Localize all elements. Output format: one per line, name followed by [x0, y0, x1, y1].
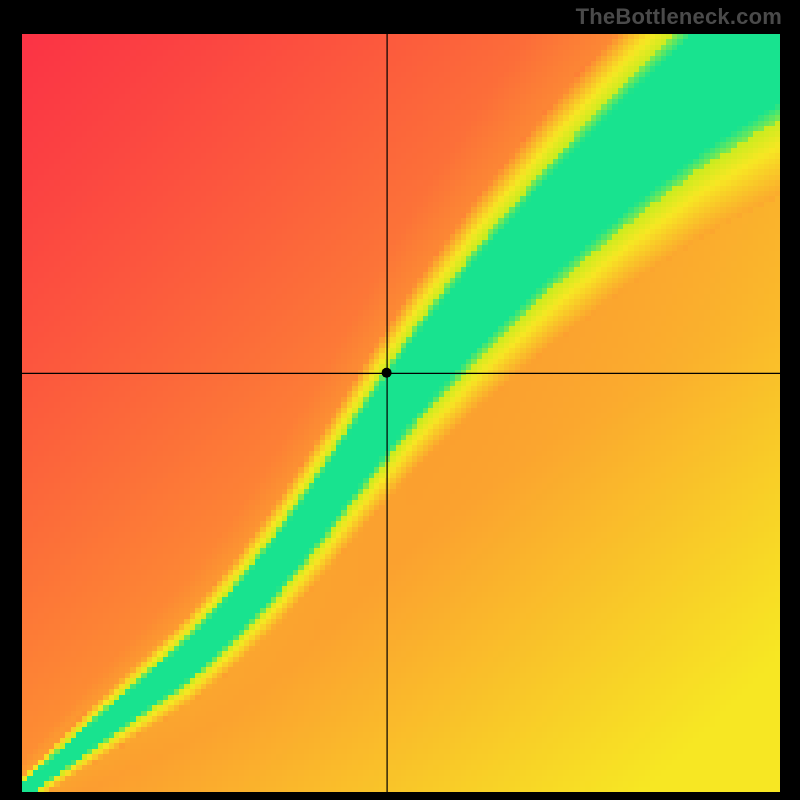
watermark-text: TheBottleneck.com [576, 4, 782, 30]
chart-container: TheBottleneck.com [0, 0, 800, 800]
heatmap-canvas [22, 34, 780, 792]
heatmap-plot [22, 34, 780, 792]
